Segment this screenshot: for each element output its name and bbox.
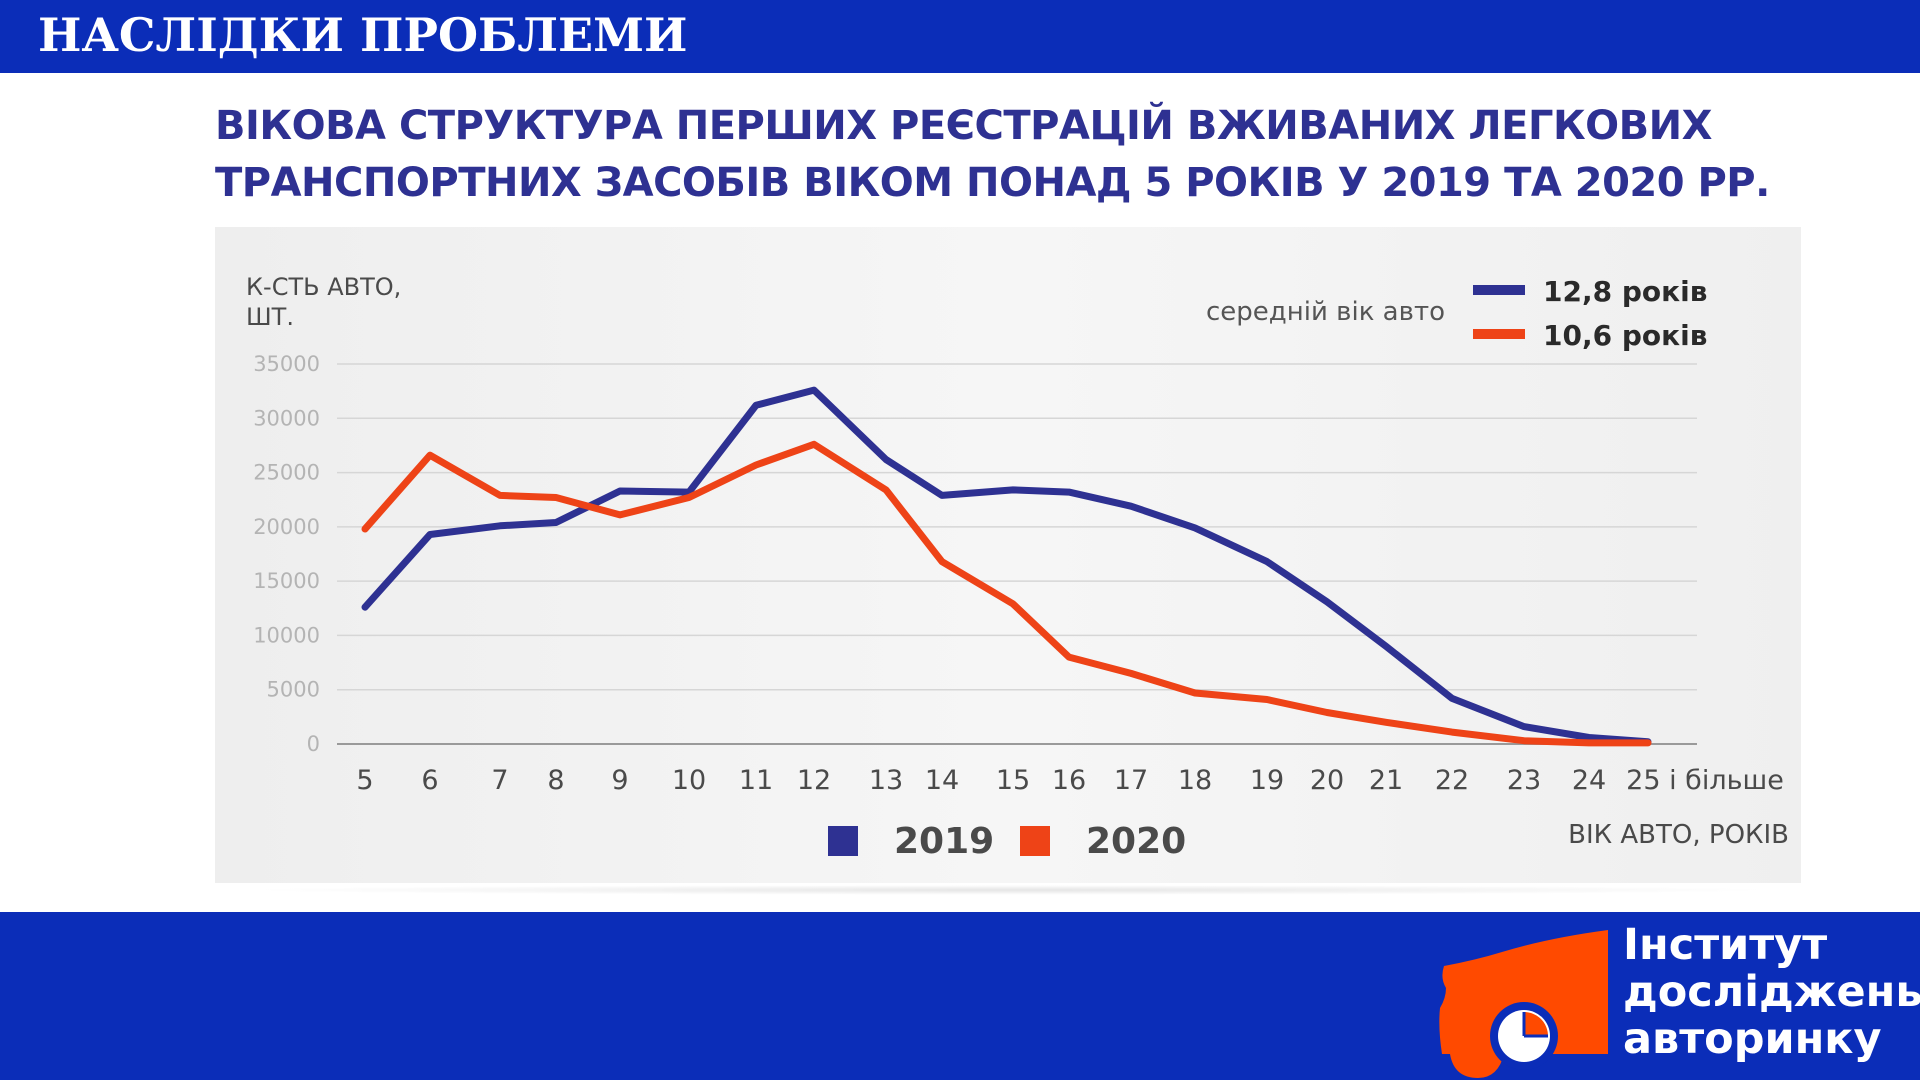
y-tick-label: 15000: [253, 569, 320, 593]
x-tick-label: 19: [1250, 765, 1284, 796]
x-tick-label: 10: [672, 765, 706, 796]
legend-label-2019: 2019: [894, 821, 994, 862]
section-title: НАСЛІДКИ ПРОБЛЕМИ: [38, 8, 688, 62]
x-tick-label: 21: [1369, 765, 1403, 796]
y-tick-label: 25000: [253, 461, 320, 485]
y-tick-label: 5000: [267, 678, 320, 702]
headline-line-2: ТРАНСПОРТНИХ ЗАСОБІВ ВІКОМ ПОНАД 5 РОКІВ…: [215, 160, 1770, 206]
logo-line-3: авторинку: [1623, 1014, 1882, 1064]
x-tick-label: 16: [1052, 765, 1086, 796]
x-tick-label: 17: [1114, 765, 1148, 796]
x-tick-label: 13: [869, 765, 903, 796]
x-tick-label: 8: [547, 765, 564, 796]
average-age-value-2019: 12,8 років: [1543, 275, 1707, 308]
x-tick-label: 20: [1310, 765, 1344, 796]
series-line-2019: [361, 386, 1652, 746]
x-tick-label: 22: [1435, 765, 1469, 796]
average-age-swatch-2020: [1473, 329, 1525, 339]
x-tick-label: 9: [611, 765, 628, 796]
panel-shadow: [240, 885, 1780, 895]
x-tick-label: 18: [1178, 765, 1212, 796]
legend-swatch-2020: [1020, 826, 1050, 856]
logo-line-2: досліджень: [1623, 967, 1920, 1017]
logo-line-1: Інститут: [1623, 920, 1828, 970]
x-tick-label: 24: [1572, 765, 1606, 796]
chart-panel: [215, 227, 1801, 883]
average-age-label: середній вік авто: [1206, 297, 1445, 327]
y-tick-label: 20000: [253, 515, 320, 539]
legend-label-2020: 2020: [1086, 821, 1186, 862]
y-tick-label: 10000: [253, 623, 320, 647]
y-tick-label: 30000: [253, 406, 320, 430]
x-tick-label: 23: [1507, 765, 1541, 796]
x-tick-label: 6: [421, 765, 438, 796]
headline-line-1: ВІКОВА СТРУКТУРА ПЕРШИХ РЕЄСТРАЦІЙ ВЖИВА…: [215, 103, 1712, 149]
x-tick-label: 25 і більше: [1626, 765, 1784, 796]
y-axis-label: ШТ.: [246, 303, 294, 331]
chart-headline: ВІКОВА СТРУКТУРА ПЕРШИХ РЕЄСТРАЦІЙ ВЖИВА…: [215, 98, 1775, 212]
x-tick-label: 5: [356, 765, 373, 796]
x-axis-label: ВІК АВТО, РОКІВ: [1568, 820, 1789, 850]
x-tick-label: 14: [925, 765, 959, 796]
top-bar: НАСЛІДКИ ПРОБЛЕМИ: [0, 0, 1920, 73]
x-tick-label: 7: [491, 765, 508, 796]
car-pie-logo-icon: [1439, 930, 1608, 1078]
y-tick-label: 0: [307, 732, 320, 756]
y-tick-label: 35000: [253, 352, 320, 376]
average-age-swatch-2019: [1473, 285, 1525, 295]
average-age-value-2020: 10,6 років: [1543, 319, 1707, 352]
series-line-2020: [361, 440, 1652, 747]
institute-logo-text: Інститут досліджень авторинку: [1623, 922, 1920, 1063]
x-tick-label: 15: [996, 765, 1030, 796]
legend-swatch-2019: [828, 826, 858, 856]
x-tick-label: 12: [797, 765, 831, 796]
y-axis-label: К-СТЬ АВТО,: [246, 273, 401, 301]
x-tick-label: 11: [739, 765, 773, 796]
